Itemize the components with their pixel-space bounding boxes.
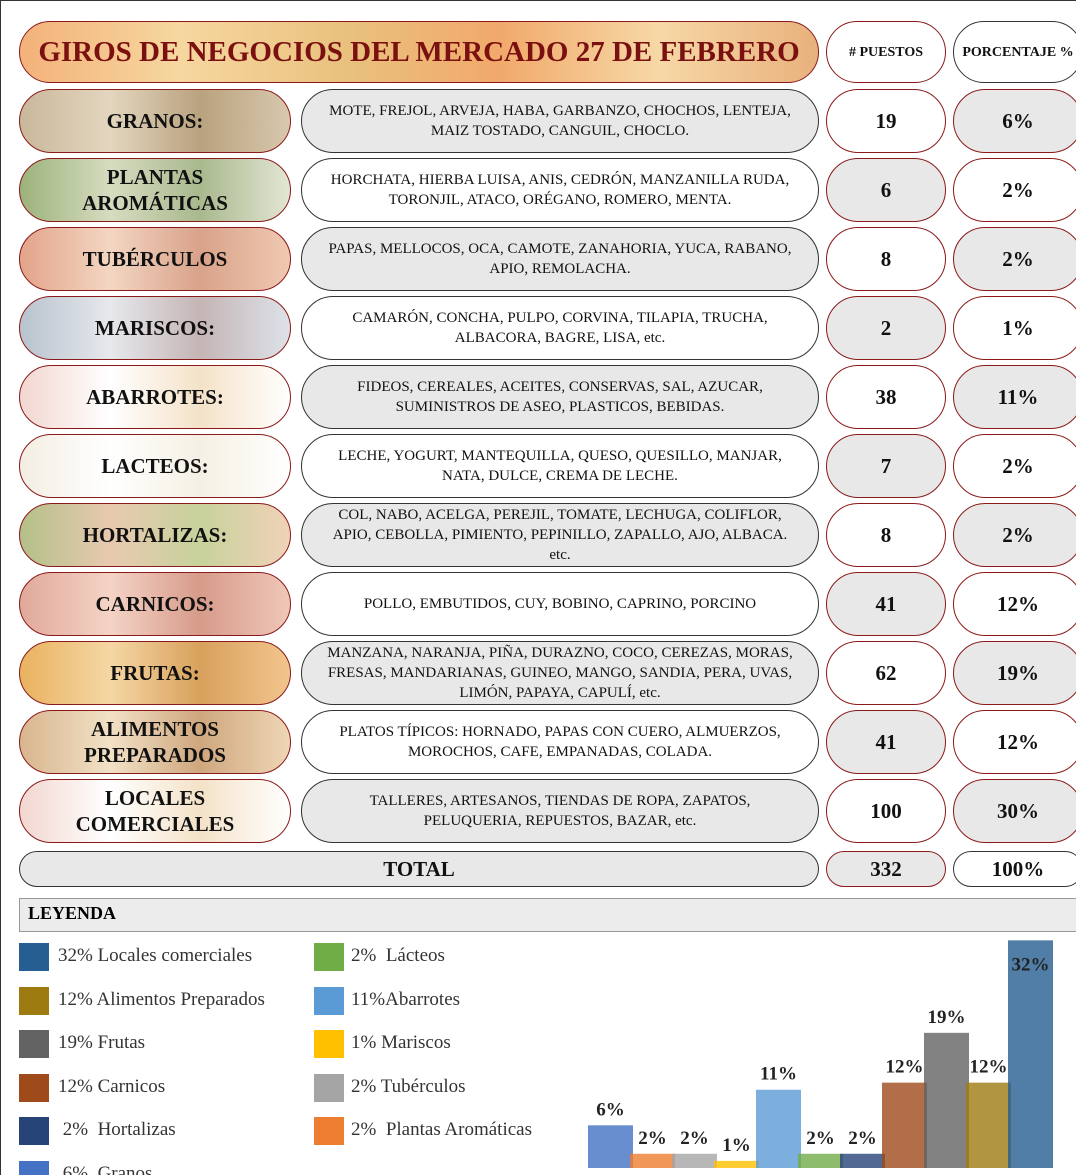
percentage-cell: 6% — [953, 89, 1076, 153]
bar-label: 32% — [1012, 954, 1050, 975]
legend-label: 12% Alimentos Preparados — [58, 989, 265, 1011]
puestos-cell: 8 — [826, 503, 946, 567]
legend-label: 2% Hortalizas — [58, 1119, 176, 1141]
category-items: FIDEOS, CEREALES, ACEITES, CONSERVAS, SA… — [301, 365, 819, 429]
chart: 6% 2% 2% 1% 11% 2% 2% 12% 19% 12% 32% — [566, 919, 1076, 1175]
bar-label: 12% — [886, 1057, 924, 1078]
document: GIROS DE NEGOCIOS DEL MERCADO 27 DE FEBR… — [0, 0, 1076, 1175]
puestos-cell: 41 — [826, 710, 946, 774]
bar — [966, 1083, 1011, 1168]
percentage-cell: 12% — [953, 572, 1076, 636]
legend-label: 11%Abarrotes — [351, 989, 460, 1011]
category-name: GRANOS: — [19, 89, 291, 153]
puestos-cell: 62 — [826, 641, 946, 705]
puestos-cell: 38 — [826, 365, 946, 429]
percentage-cell: 30% — [953, 779, 1076, 843]
category-items: TALLERES, ARTESANOS, TIENDAS DE ROPA, ZA… — [301, 779, 819, 843]
legend-label: 6% Granos — [58, 1163, 152, 1175]
category-name: LACTEOS: — [19, 434, 291, 498]
category-name: MARISCOS: — [19, 296, 291, 360]
bar — [714, 1161, 759, 1168]
percentage-cell: 2% — [953, 158, 1076, 222]
legend-label: 2% Plantas Aromáticas — [351, 1119, 532, 1141]
puestos-cell: 2 — [826, 296, 946, 360]
puestos-cell: 19 — [826, 89, 946, 153]
category-items: MOTE, FREJOL, ARVEJA, HABA, GARBANZO, CH… — [301, 89, 819, 153]
percentage-cell: 2% — [953, 503, 1076, 567]
legend-label: 32% Locales comerciales — [58, 945, 252, 967]
bar — [924, 1033, 969, 1168]
percentage-cell: 2% — [953, 434, 1076, 498]
puestos-cell: 41 — [826, 572, 946, 636]
category-name: ABARROTES: — [19, 365, 291, 429]
category-name: CARNICOS: — [19, 572, 291, 636]
category-items: PLATOS TÍPICOS: HORNADO, PAPAS CON CUERO… — [301, 710, 819, 774]
chart-area: 6% 2% 2% 1% 11% 2% 2% 12% 19% 12% 32% — [566, 919, 1076, 1175]
legend-swatch — [314, 1030, 344, 1058]
bar — [882, 1083, 927, 1168]
legend-swatch — [314, 1117, 344, 1145]
bar-label: 11% — [760, 1064, 797, 1085]
column-header: # PUESTOS — [826, 21, 946, 83]
bar — [672, 1154, 717, 1168]
bar-label: 2% — [638, 1128, 667, 1149]
category-name: PLANTAS AROMÁTICAS — [19, 158, 291, 222]
page: GIROS DE NEGOCIOS DEL MERCADO 27 DE FEBR… — [0, 0, 1076, 1175]
percentage-cell: 1% — [953, 296, 1076, 360]
legend-label: 12% Carnicos — [58, 1076, 165, 1098]
legend-swatch — [314, 1074, 344, 1102]
legend-swatch — [314, 987, 344, 1015]
percentage-cell: 19% — [953, 641, 1076, 705]
category-name: HORTALIZAS: — [19, 503, 291, 567]
percentage-cell: 12% — [953, 710, 1076, 774]
legend-label: 19% Frutas — [58, 1032, 145, 1054]
legend-swatch — [19, 1030, 49, 1058]
legend-swatch — [19, 943, 49, 971]
category-items: POLLO, EMBUTIDOS, CUY, BOBINO, CAPRINO, … — [301, 572, 819, 636]
total-label: TOTAL — [19, 851, 819, 887]
bar-label: 2% — [806, 1128, 835, 1149]
bar-label: 12% — [970, 1057, 1008, 1078]
percentage-cell: 2% — [953, 227, 1076, 291]
category-items: CAMARÓN, CONCHA, PULPO, CORVINA, TILAPIA… — [301, 296, 819, 360]
bar-label: 19% — [928, 1007, 966, 1028]
legend-label: 2% Tubérculos — [351, 1076, 466, 1098]
title: GIROS DE NEGOCIOS DEL MERCADO 27 DE FEBR… — [19, 21, 819, 83]
bar — [840, 1154, 885, 1168]
category-name: FRUTAS: — [19, 641, 291, 705]
puestos-cell: 8 — [826, 227, 946, 291]
category-name: ALIMENTOS PREPARADOS — [19, 710, 291, 774]
bar — [630, 1154, 675, 1168]
category-items: COL, NABO, ACELGA, PEREJIL, TOMATE, LECH… — [301, 503, 819, 567]
puestos-cell: 6 — [826, 158, 946, 222]
bar-label: 1% — [722, 1135, 751, 1156]
total-percentage: 100% — [953, 851, 1076, 887]
legend-label: 2% Lácteos — [351, 945, 445, 967]
category-name: TUBÉRCULOS — [19, 227, 291, 291]
total-puestos: 332 — [826, 851, 946, 887]
puestos-cell: 7 — [826, 434, 946, 498]
bar-label: 6% — [596, 1099, 625, 1120]
category-items: LECHE, YOGURT, MANTEQUILLA, QUESO, QUESI… — [301, 434, 819, 498]
legend-label: 1% Mariscos — [351, 1032, 451, 1054]
legend-swatch — [314, 943, 344, 971]
bar-label: 2% — [680, 1128, 709, 1149]
legend-swatch — [19, 1117, 49, 1145]
legend-swatch — [19, 1074, 49, 1102]
bar — [798, 1154, 843, 1168]
category-items: PAPAS, MELLOCOS, OCA, CAMOTE, ZANAHORIA,… — [301, 227, 819, 291]
legend-swatch — [19, 1161, 49, 1175]
bar-label: 2% — [848, 1128, 877, 1149]
category-name: LOCALES COMERCIALES — [19, 779, 291, 843]
puestos-cell: 100 — [826, 779, 946, 843]
category-items: MANZANA, NARANJA, PIÑA, DURAZNO, COCO, C… — [301, 641, 819, 705]
percentage-cell: 11% — [953, 365, 1076, 429]
legend-swatch — [19, 987, 49, 1015]
column-header: PORCENTAJE % — [953, 21, 1076, 83]
category-items: HORCHATA, HIERBA LUISA, ANIS, CEDRÓN, MA… — [301, 158, 819, 222]
bar — [588, 1125, 633, 1168]
bar — [756, 1090, 801, 1168]
